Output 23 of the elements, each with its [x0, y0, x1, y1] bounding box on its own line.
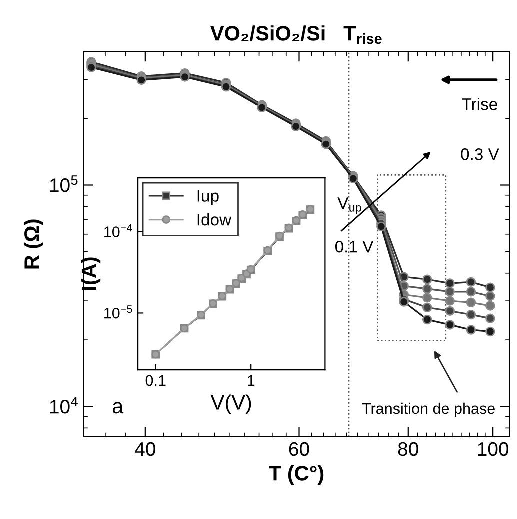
- annotation: Trise: [462, 98, 498, 110]
- x-tick-label: 80: [398, 442, 418, 456]
- x-axis-title: V(V): [210, 394, 252, 414]
- x-axis-title: T (C°): [269, 466, 324, 485]
- x-tick-label: 0.1: [146, 375, 166, 386]
- y-tick-label: 10$^{4}$: [50, 397, 78, 414]
- annotation: 0.3 V: [461, 148, 500, 160]
- x-tick-label: 60: [289, 442, 310, 456]
- y-axis-title: R (Ω): [24, 220, 44, 269]
- chart-title: VO₂/SiO₂/Si T$_{rise}$: [210, 26, 382, 44]
- y-tick-label: 10$^{−4}$: [104, 224, 132, 238]
- annotation: 0.1 V: [335, 240, 374, 253]
- x-tick-label: 100: [478, 442, 509, 456]
- annotation: V$_{up}$: [338, 198, 362, 214]
- legend-label: Idow: [198, 214, 232, 226]
- legend-label: Iup: [198, 190, 219, 206]
- x-tick-label: 40: [135, 442, 156, 456]
- annotation: Transition de phase: [362, 402, 495, 418]
- y-axis-title: I(A): [81, 258, 101, 290]
- x-tick-label: 1: [248, 375, 255, 386]
- y-tick-label: 10$^{−5}$: [104, 306, 132, 319]
- y-tick-label: 10$^{5}$: [50, 176, 78, 192]
- annotation: a: [112, 402, 124, 414]
